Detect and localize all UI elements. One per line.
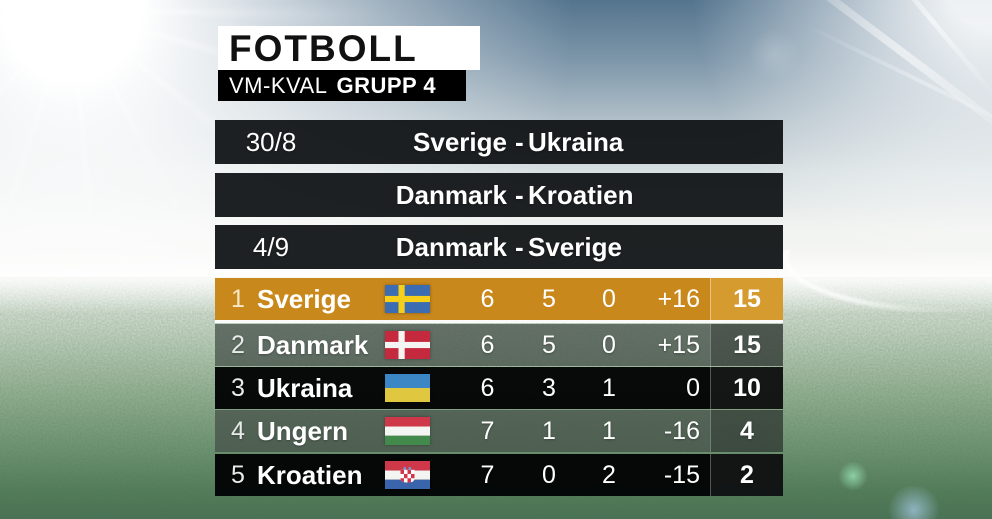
fixture-row: 30/8 Sverige - Ukraina [215, 120, 783, 164]
group-label: GRUPP 4 [336, 73, 437, 98]
hungary-flag-icon [385, 417, 430, 445]
won-value: 1 [542, 417, 556, 445]
table-row-danmark: 2 Danmark 6 5 0 +15 15 [215, 324, 783, 366]
fixture-away-team: Kroatien [528, 180, 634, 210]
points-value: 15 [710, 324, 783, 366]
page-title: FOTBOLL [229, 28, 418, 69]
team-name: Danmark [257, 330, 369, 360]
position-number: 1 [231, 285, 245, 313]
team-name: Ukraina [257, 373, 353, 403]
points-value: 4 [710, 410, 783, 452]
won-value: 0 [542, 461, 556, 489]
points-value: 10 [710, 367, 783, 409]
goal-diff-value: +16 [657, 285, 700, 313]
won-value: 3 [542, 374, 556, 402]
points-value: 15 [710, 278, 783, 320]
fixture-away-team: Ukraina [528, 127, 624, 157]
position-number: 3 [231, 374, 245, 402]
position-number: 2 [231, 331, 245, 359]
sweden-flag-icon [385, 285, 430, 313]
fixture-separator: - [515, 127, 524, 157]
competition-label: VM-KVAL [229, 73, 328, 98]
drawn-value: 0 [602, 331, 616, 359]
played-value: 6 [480, 374, 495, 402]
drawn-value: 1 [602, 417, 616, 445]
goal-diff-value: -15 [663, 461, 700, 489]
croatia-flag-icon [385, 461, 430, 489]
drawn-value: 2 [602, 461, 616, 489]
goal-diff-value: -16 [663, 417, 700, 445]
table-row-ukraina: 3 Ukraina 6 3 1 0 10 [215, 367, 783, 409]
fixture-date: 30/8 [245, 127, 297, 157]
played-value: 7 [480, 417, 495, 445]
competition-banner: VM-KVAL GRUPP 4 [218, 70, 466, 101]
team-name: Sverige [257, 284, 351, 314]
played-value: 7 [480, 461, 495, 489]
drawn-value: 0 [602, 285, 616, 313]
denmark-flag-icon [385, 331, 430, 359]
fixture-home-team: Danmark [395, 180, 507, 210]
ukraine-flag-icon [385, 374, 430, 402]
fixture-separator: - [515, 232, 524, 262]
fixture-away-team: Sverige [528, 232, 622, 262]
green-lens-flare [838, 461, 868, 491]
position-number: 4 [231, 417, 245, 445]
pitch-circle-arc [775, 250, 992, 312]
team-name: Ungern [257, 416, 348, 446]
table-row-ungern: 4 Ungern 7 1 1 -16 4 [215, 410, 783, 452]
team-name: Kroatien [257, 460, 363, 490]
goal-diff-value: +15 [657, 331, 700, 359]
points-value: 2 [710, 454, 783, 496]
fixture-home-team: Danmark [395, 232, 507, 262]
position-number: 5 [231, 461, 245, 489]
goal-diff-value: 0 [686, 374, 700, 402]
table-row-sverige: 1 Sverige 6 5 0 +16 15 [215, 278, 783, 320]
won-value: 5 [542, 285, 556, 313]
fixture-home-team: Sverige [413, 127, 507, 157]
cyan-lens-flare [886, 486, 942, 519]
drawn-value: 1 [602, 374, 616, 402]
played-value: 6 [480, 285, 495, 313]
lens-flare-circle [748, 28, 800, 80]
won-value: 5 [542, 331, 556, 359]
fixture-separator: - [515, 180, 524, 210]
table-row-kroatien: 5 Kroatien [215, 454, 783, 496]
played-value: 6 [480, 331, 495, 359]
fixture-row: 4/9 Danmark - Sverige [215, 225, 783, 269]
fixture-row: Danmark - Kroatien [215, 173, 783, 217]
title-banner: FOTBOLL [218, 26, 480, 70]
fixture-date: 4/9 [252, 232, 290, 262]
